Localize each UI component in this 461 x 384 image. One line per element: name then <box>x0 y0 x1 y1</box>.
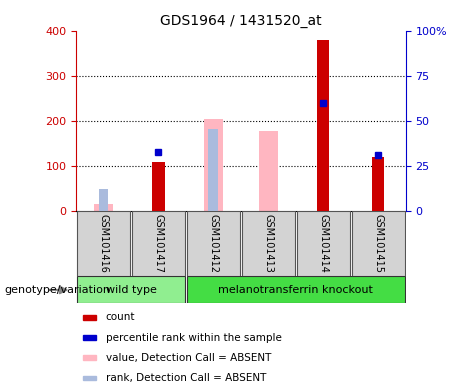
Bar <box>94 204 113 211</box>
Text: genotype/variation: genotype/variation <box>5 285 111 295</box>
FancyBboxPatch shape <box>297 211 349 276</box>
Title: GDS1964 / 1431520_at: GDS1964 / 1431520_at <box>160 14 322 28</box>
Text: wild type: wild type <box>106 285 156 295</box>
Bar <box>83 355 96 360</box>
Text: GSM101417: GSM101417 <box>154 214 164 273</box>
FancyBboxPatch shape <box>187 211 240 276</box>
Text: GSM101416: GSM101416 <box>99 214 108 273</box>
Text: melanotransferrin knockout: melanotransferrin knockout <box>219 285 373 295</box>
Bar <box>83 335 96 340</box>
Bar <box>259 131 278 211</box>
Text: rank, Detection Call = ABSENT: rank, Detection Call = ABSENT <box>106 373 266 383</box>
FancyBboxPatch shape <box>352 211 405 276</box>
Bar <box>208 129 219 211</box>
Text: count: count <box>106 313 135 323</box>
Bar <box>99 189 108 211</box>
Text: GSM101415: GSM101415 <box>373 214 383 273</box>
Bar <box>204 119 223 211</box>
Text: GSM101413: GSM101413 <box>263 214 273 273</box>
FancyBboxPatch shape <box>77 211 130 276</box>
Text: percentile rank within the sample: percentile rank within the sample <box>106 333 282 343</box>
Text: GSM101412: GSM101412 <box>208 214 219 273</box>
FancyBboxPatch shape <box>77 276 185 303</box>
Bar <box>83 376 96 381</box>
Bar <box>317 40 329 211</box>
Bar <box>83 315 96 320</box>
FancyBboxPatch shape <box>132 211 185 276</box>
Text: GSM101414: GSM101414 <box>318 214 328 273</box>
Bar <box>153 162 165 211</box>
Text: value, Detection Call = ABSENT: value, Detection Call = ABSENT <box>106 353 271 363</box>
FancyBboxPatch shape <box>242 211 295 276</box>
Bar <box>372 157 384 211</box>
FancyBboxPatch shape <box>187 276 405 303</box>
